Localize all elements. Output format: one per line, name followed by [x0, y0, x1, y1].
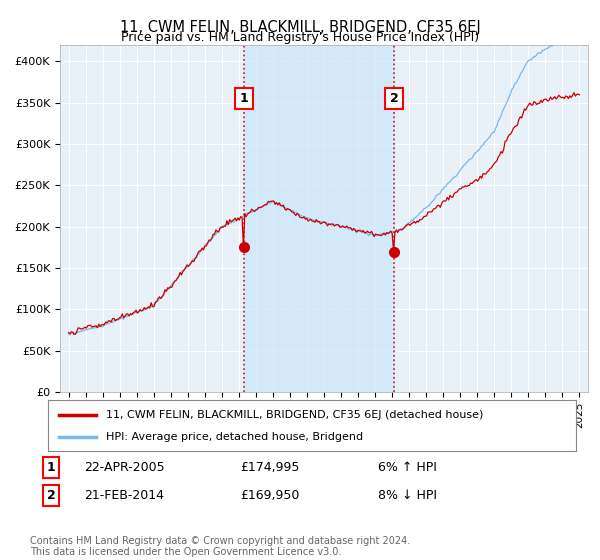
Text: 11, CWM FELIN, BLACKMILL, BRIDGEND, CF35 6EJ (detached house): 11, CWM FELIN, BLACKMILL, BRIDGEND, CF35… [106, 409, 484, 419]
Text: 8% ↓ HPI: 8% ↓ HPI [378, 489, 437, 502]
Bar [244, 45, 394, 392]
Text: £169,950: £169,950 [240, 489, 299, 502]
Text: 11, CWM FELIN, BLACKMILL, BRIDGEND, CF35 6EJ: 11, CWM FELIN, BLACKMILL, BRIDGEND, CF35… [119, 20, 481, 35]
Text: 2: 2 [47, 489, 55, 502]
Text: 22-APR-2005: 22-APR-2005 [84, 461, 164, 474]
Text: £174,995: £174,995 [240, 461, 299, 474]
Text: 1: 1 [47, 461, 55, 474]
Text: Price paid vs. HM Land Registry's House Price Index (HPI): Price paid vs. HM Land Registry's House … [121, 31, 479, 44]
Text: HPI: Average price, detached house, Bridgend: HPI: Average price, detached house, Brid… [106, 432, 363, 442]
Text: 21-FEB-2014: 21-FEB-2014 [84, 489, 164, 502]
Text: 6% ↑ HPI: 6% ↑ HPI [378, 461, 437, 474]
Text: Contains HM Land Registry data © Crown copyright and database right 2024.
This d: Contains HM Land Registry data © Crown c… [30, 535, 410, 557]
Text: 2: 2 [390, 92, 398, 105]
Text: 1: 1 [239, 92, 248, 105]
